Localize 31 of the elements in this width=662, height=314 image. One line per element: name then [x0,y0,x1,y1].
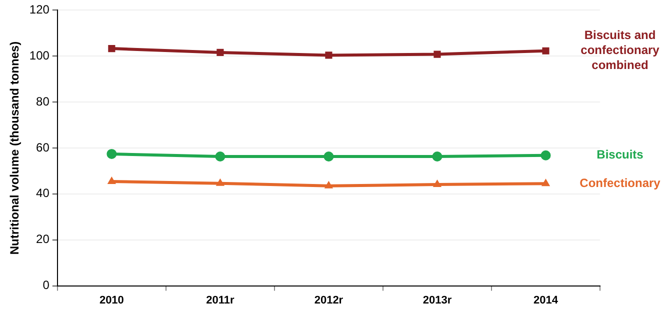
x-tick-label: 2012r [314,294,344,306]
y-tick-label: 80 [36,94,50,108]
text: Confectionary [580,176,661,190]
y-tick-label: 100 [29,48,50,62]
point [215,152,226,162]
point [542,47,550,54]
point [541,178,550,186]
y-tick-label: 60 [36,140,50,154]
text: Biscuits [596,148,644,162]
text: Biscuits and confectionary combined [580,28,660,72]
y-axis-title: Nutritional volume (thousand tonnes) [8,41,22,255]
point [325,52,332,59]
point [434,50,441,58]
point [432,180,442,188]
x-tick-label: 2010 [99,294,124,306]
x-tick-label: 2013r [422,294,452,306]
y-tick-label: 120 [29,2,50,17]
y-tick-label: 0 [42,278,50,292]
point [216,48,224,56]
point [540,150,551,160]
y-tick-label: 20 [36,232,50,246]
point [108,45,116,52]
x-tick-label: 2014 [534,294,559,306]
point [216,178,225,186]
y-tick-label: 40 [36,186,50,200]
point [106,148,117,159]
point [107,176,116,184]
point [324,180,334,188]
point [432,152,442,162]
x-tick-label: 2011r [206,294,235,306]
point [324,152,334,162]
